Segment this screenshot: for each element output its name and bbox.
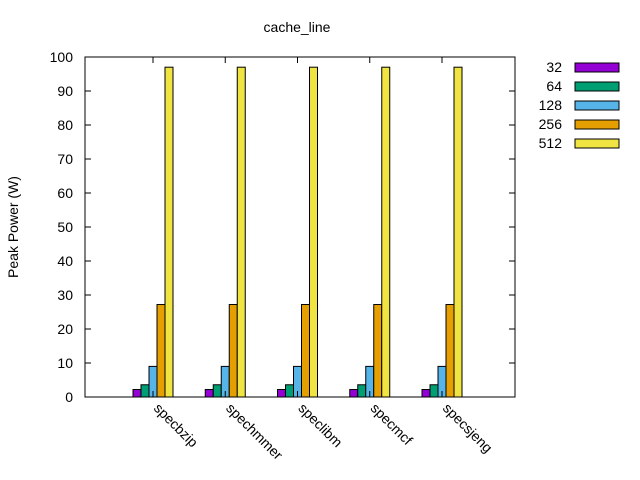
y-tick-label: 70 [57, 151, 73, 167]
bar-specbzip-64 [140, 384, 150, 398]
bar-specsjeng-256 [445, 304, 455, 398]
legend-swatch-256 [574, 119, 620, 130]
y-tick-label: 60 [57, 185, 73, 201]
y-tick-label: 100 [50, 49, 74, 65]
bar-spechmmer-256 [228, 304, 238, 398]
legend-label: 64 [546, 78, 562, 94]
y-tick-label: 0 [65, 389, 73, 405]
legend-swatch-32 [574, 62, 620, 73]
bar-specbzip-512 [164, 66, 174, 398]
bar-specmcf-256 [373, 304, 383, 398]
bar-speclibm-64 [285, 384, 294, 398]
bar-specmcf-32 [349, 389, 359, 398]
bar-specsjeng-512 [453, 66, 463, 398]
legend: 32 64 128 256 512 [539, 59, 620, 151]
x-axis: specbzip spechmmer speclibm specmcf specsjen… [151, 57, 496, 463]
x-tick-label: specmcf [368, 400, 416, 448]
bar-spechmmer-64 [212, 384, 222, 398]
legend-swatch-64 [574, 81, 620, 92]
bar-specbzip-256 [156, 304, 166, 398]
bar-specmcf-512 [381, 66, 391, 398]
x-tick-label: specsjeng [440, 400, 496, 456]
chart-title: cache_line [264, 19, 331, 35]
y-tick-label: 80 [57, 117, 73, 133]
x-tick-label: spechmmer [223, 400, 286, 463]
legend-label: 512 [539, 135, 563, 151]
y-tick-label: 10 [57, 355, 73, 371]
bar-specbzip-32 [132, 389, 142, 398]
x-tick-label: speclibm [295, 400, 345, 450]
y-tick-label: 30 [57, 287, 73, 303]
y-tick-label: 40 [57, 253, 73, 269]
legend-label: 128 [539, 97, 563, 113]
bar-speclibm-512 [309, 66, 318, 398]
bar-spechmmer-512 [236, 66, 246, 398]
y-tick-label: 20 [57, 321, 73, 337]
legend-swatch-512 [574, 138, 620, 149]
bar-spechmmer-32 [204, 389, 214, 398]
bar-specsjeng-32 [421, 389, 431, 398]
bar-specmcf-64 [357, 384, 367, 398]
legend-label: 256 [539, 116, 563, 132]
y-axis-label: Peak Power (W) [5, 176, 21, 278]
legend-swatch-128 [574, 100, 620, 111]
legend-label: 32 [546, 59, 562, 75]
y-tick-label: 50 [57, 219, 73, 235]
bar-speclibm-32 [277, 389, 286, 398]
bar-specsjeng-64 [429, 384, 439, 398]
bar-series-group [132, 66, 463, 398]
bar-speclibm-256 [301, 304, 310, 398]
y-tick-label: 90 [57, 83, 73, 99]
y-axis: 0 10 20 30 40 50 60 70 80 90 100 [50, 49, 515, 405]
x-tick-label: specbzip [151, 400, 202, 451]
